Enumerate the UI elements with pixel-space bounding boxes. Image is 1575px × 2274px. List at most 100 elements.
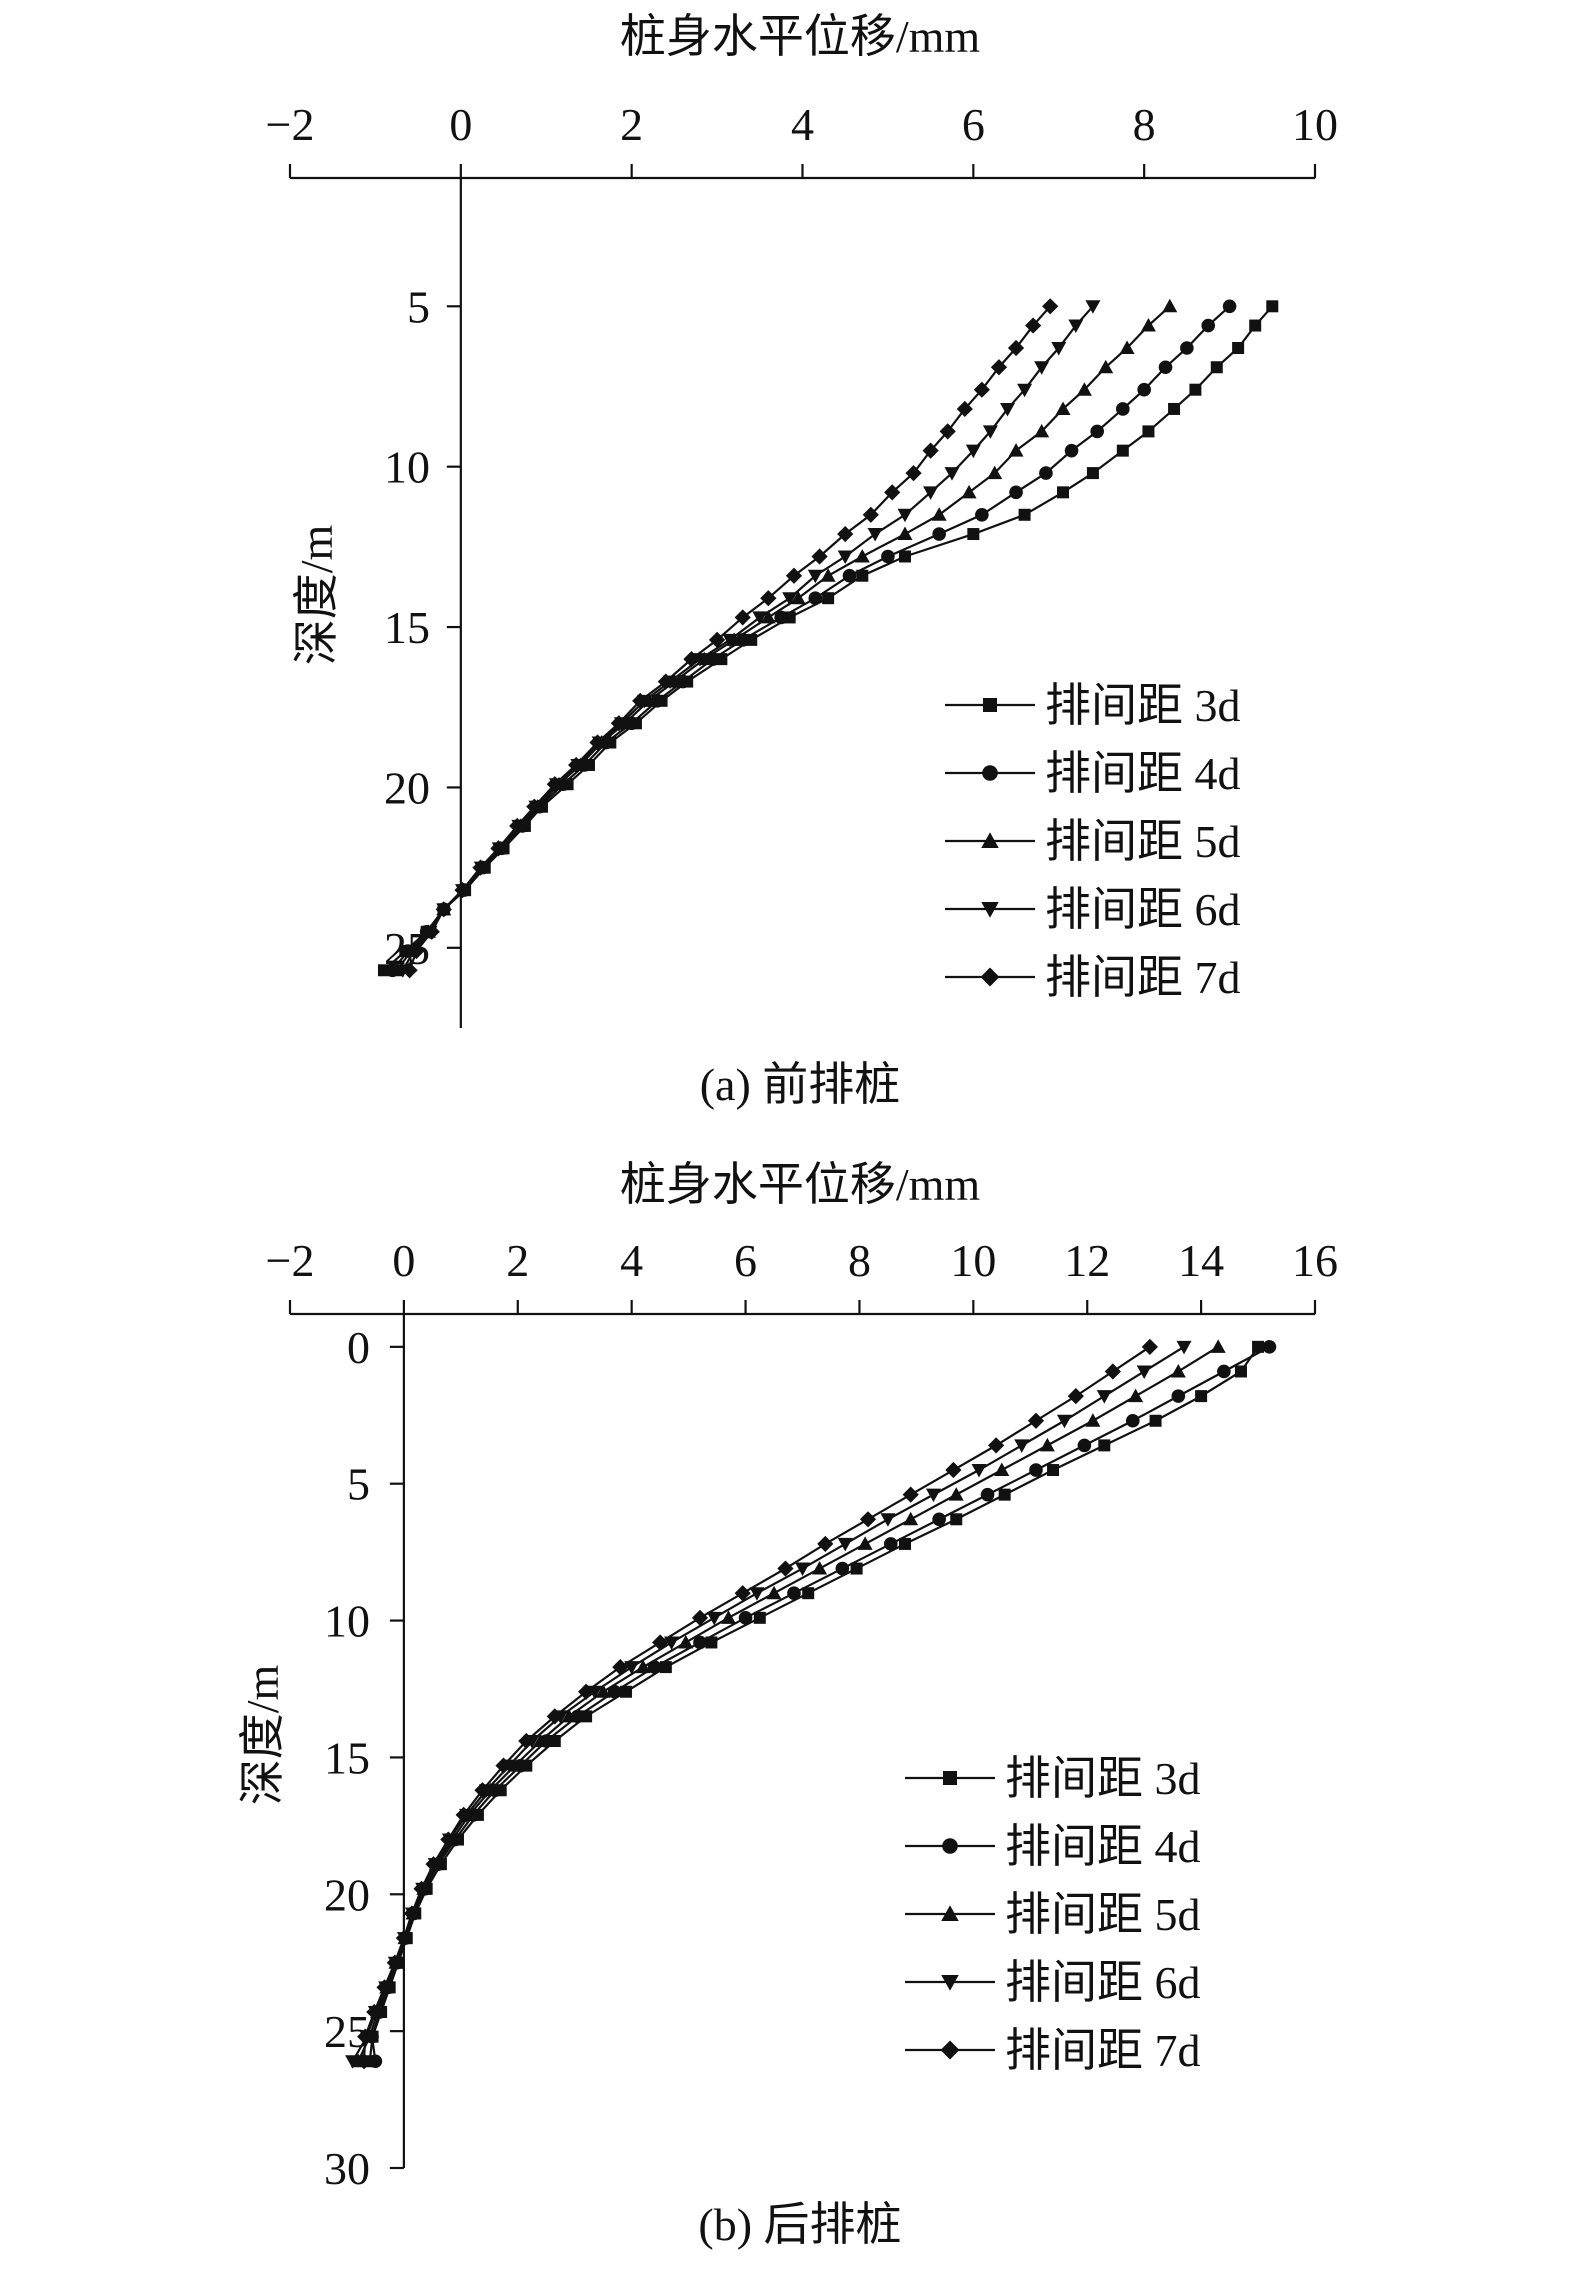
x-tick-label: 6 [734,1235,757,1286]
data-point [1039,1437,1055,1452]
data-point [1034,361,1050,375]
data-point [1047,1464,1060,1477]
data-point [766,1585,782,1600]
data-point [425,1856,442,1873]
data-point [1170,1363,1186,1378]
data-point [854,548,870,563]
data-point [950,1513,963,1526]
data-point [722,633,738,648]
series-diamond [401,298,1059,979]
data-point [454,881,471,899]
data-point [1056,1414,1072,1429]
data-point [1252,1340,1265,1353]
data-point [624,1661,640,1675]
legend-marker [981,832,999,848]
legend-marker [980,967,1000,987]
y-tick-label: 15 [384,602,430,653]
data-point [518,1732,535,1750]
legend-item: 排间距 4d [945,748,1241,799]
data-point [982,425,998,439]
data-point [931,507,947,521]
data-point [903,1511,919,1526]
x-tick-label: 0 [392,1235,415,1286]
x-axis-title: 桩身水平位移/mm [620,11,981,62]
data-point [837,525,854,543]
data-point [1098,359,1114,374]
data-point [967,528,980,541]
data-point [1029,1463,1043,1477]
series-diamond [355,1338,1158,2070]
data-point [812,1561,828,1575]
legend-label: 排间距 7d [1005,2025,1201,2076]
data-point [368,2054,383,2069]
data-point [568,756,585,774]
x-axis-title: 桩身水平位移/mm [620,1159,981,1210]
data-point [753,1611,766,1624]
legend-marker [981,902,999,918]
data-point [1119,340,1135,354]
data-point [1000,402,1015,417]
data-point [932,1512,946,1527]
x-tick-labels: −2 0 2 4 6 8 10 [266,99,1338,150]
legend-item: 排间距 5d [945,816,1241,867]
data-point [706,1611,722,1626]
data-point [1018,508,1031,521]
legend-marker [940,2040,960,2060]
data-point [403,1905,420,1922]
x-tick-label: 6 [962,99,985,150]
legend-item: 排间距 3d [905,1753,1201,1804]
data-point [905,464,922,482]
data-point [708,631,726,648]
data-point [652,1634,669,1651]
data-point [490,840,507,857]
data-point [880,1513,896,1527]
x-tick-label: 10 [950,1235,996,1286]
data-point [1210,1339,1226,1353]
y-tick-label: 20 [324,1869,370,1920]
data-point [1104,1363,1121,1380]
x-tick-label: 4 [791,99,814,150]
data-point [423,923,440,940]
series-group [377,298,1279,979]
data-point [1137,382,1151,397]
data-point [1140,318,1156,332]
data-point [1008,443,1024,457]
data-point [1098,1439,1111,1452]
data-point [664,1636,680,1650]
data-point [1176,1340,1192,1355]
legend-marker [983,698,997,712]
axis-ticks [288,164,1317,949]
data-point [1149,1414,1162,1427]
y-tick-label: 20 [384,762,430,813]
data-point [1085,1413,1101,1427]
data-point [782,592,798,606]
data-point [1034,423,1050,438]
data-point [472,859,489,876]
data-point [435,901,452,918]
data-point [1234,1365,1247,1378]
data-point [808,591,823,605]
data-point [975,507,989,522]
data-point [395,1929,412,1947]
data-point [859,1511,877,1528]
data-point [526,798,543,815]
data-point [862,506,879,523]
data-point [922,442,939,459]
data-point [1158,360,1173,375]
y-tick-label: 30 [324,2143,370,2194]
legend-marker [941,1975,959,1991]
data-point [619,1685,632,1698]
x-tick-label: 10 [1292,99,1338,150]
data-point [902,1486,919,1503]
data-point [1141,1338,1158,1355]
x-tick-label: 12 [1064,1235,1110,1286]
legend: 排间距 3d 排间距 4d 排间距 5d 排间距 6d 排间距 7d [945,680,1241,1003]
y-tick-label: 0 [347,1322,370,1373]
data-point [1090,424,1104,439]
x-tick-label: 16 [1292,1235,1338,1286]
data-point [988,1437,1005,1454]
data-point [610,715,627,732]
panel-caption: (a) 前排桩 [700,1059,901,1110]
data-point [1068,319,1084,334]
y-tick-label: 5 [407,281,430,332]
